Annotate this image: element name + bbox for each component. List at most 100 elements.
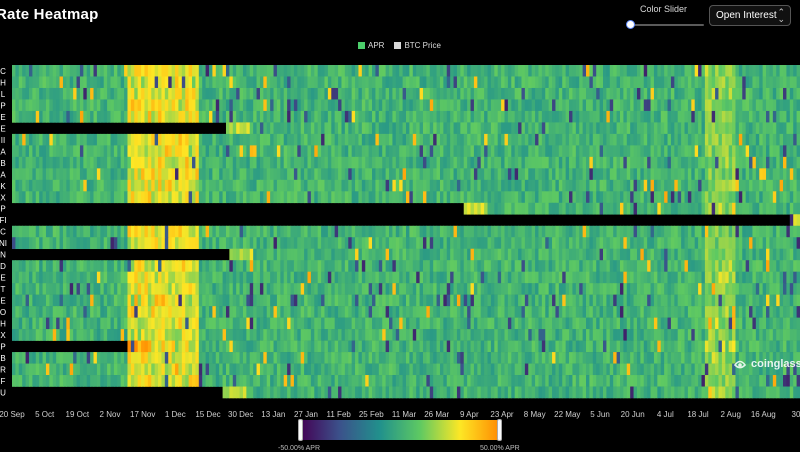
heatmap-cell — [83, 329, 88, 341]
heatmap-cell — [477, 156, 482, 169]
heatmap-cell — [575, 237, 580, 250]
heatmap-cell — [494, 133, 499, 146]
heatmap-cell — [664, 76, 669, 89]
heatmap-cell — [677, 145, 682, 158]
heatmap-cell — [660, 99, 665, 112]
heatmap-cell — [192, 237, 197, 250]
heatmap-cell — [558, 283, 563, 295]
heatmap-cell — [175, 179, 180, 192]
heatmap-cell — [545, 317, 550, 330]
heatmap-cell — [79, 225, 84, 238]
heatmap-cell — [667, 65, 672, 77]
heatmap-cell — [141, 87, 146, 100]
heatmap-cell — [253, 99, 258, 112]
heatmap-cell — [239, 248, 244, 261]
heatmap-cell — [12, 306, 16, 318]
heatmap-cell — [473, 145, 478, 158]
heatmap-cell — [12, 271, 16, 284]
heatmap-cell — [575, 225, 580, 238]
heatmap-cell — [161, 317, 166, 330]
heatmap-cell — [412, 122, 417, 135]
heatmap-cell — [460, 65, 465, 77]
heatmap-cell — [575, 283, 580, 295]
heatmap-cell — [304, 237, 309, 250]
heatmap-cell — [497, 191, 502, 204]
heatmap-cell — [219, 168, 224, 181]
heatmap-cell — [579, 145, 584, 158]
heatmap-cell — [141, 133, 146, 146]
heatmap-cell — [650, 110, 655, 123]
heatmap-cell — [636, 99, 641, 112]
heatmap-cell — [236, 76, 241, 89]
heatmap-cell — [660, 156, 665, 169]
heatmap-cell — [677, 191, 682, 204]
legend-item-apr[interactable]: APR — [358, 41, 384, 50]
heatmap-cell — [565, 110, 570, 123]
heatmap-cell — [100, 237, 105, 250]
heatmap-cell — [344, 87, 349, 100]
heatmap-cell — [175, 329, 180, 341]
heatmap-cell — [412, 99, 417, 112]
heatmap-cell — [22, 306, 27, 318]
heatmap-cell — [324, 248, 329, 261]
heatmap-cell — [619, 122, 624, 135]
heatmap-cell — [433, 179, 438, 192]
heatmap-cell — [344, 248, 349, 261]
heatmap-cell — [606, 294, 611, 307]
heatmap-cell — [219, 179, 224, 192]
heatmap-cell — [195, 306, 200, 318]
heatmap-cell — [660, 260, 665, 272]
heatmap-cell — [555, 191, 560, 204]
heatmap-cell — [772, 145, 777, 158]
heatmap-cell — [691, 87, 696, 100]
heatmap-cell — [18, 329, 23, 341]
heatmap-cell — [579, 156, 584, 169]
heatmap-cell — [192, 225, 197, 238]
heatmap-cell — [151, 76, 156, 89]
heatmap-cell — [12, 133, 16, 146]
heatmap-cell — [32, 283, 37, 295]
heatmap-cell — [222, 76, 227, 89]
heatmap-cell — [660, 76, 665, 89]
heatmap-cell — [392, 191, 397, 204]
color-slider-label: Color Slider — [640, 4, 688, 14]
heatmap-cell — [779, 99, 784, 112]
heatmap-cell — [158, 99, 163, 112]
heatmap-cell — [721, 283, 726, 295]
heatmap-cell — [147, 237, 152, 250]
heatmap-cell — [677, 283, 682, 295]
color-slider-thumb[interactable] — [626, 20, 635, 29]
heatmap-cell — [650, 271, 655, 284]
heatmap-cell — [521, 260, 526, 272]
heatmap-cell — [259, 248, 264, 261]
heatmap-cell — [443, 99, 448, 112]
heatmap-cell — [154, 317, 159, 330]
heatmap-cell — [531, 99, 536, 112]
color-slider-track[interactable] — [628, 24, 704, 26]
heatmap-cell — [653, 260, 658, 272]
heatmap-cell — [755, 87, 760, 100]
heatmap-cell — [188, 329, 193, 341]
legend-item-btc-price[interactable]: BTC Price — [394, 41, 441, 50]
heatmap-cell — [259, 294, 264, 307]
heatmap-cell — [446, 110, 451, 123]
heatmap-cell — [297, 248, 302, 261]
heatmap-cell — [117, 225, 122, 238]
heatmap-cell — [69, 191, 74, 204]
heatmap-cell — [103, 76, 108, 89]
heatmap-cell — [171, 306, 176, 318]
heatmap-cell — [73, 156, 78, 169]
metric-select[interactable]: Open Interest ⌃ ⌄ — [709, 5, 791, 26]
color-slider[interactable]: Color Slider — [622, 4, 706, 30]
heatmap-cell — [331, 260, 336, 272]
heatmap-cell — [324, 191, 329, 204]
heatmap-cell — [456, 99, 461, 112]
heatmap-cell — [351, 237, 356, 250]
heatmap-cell — [603, 65, 607, 77]
heatmap-cell — [290, 76, 295, 89]
heatmap-cell — [79, 168, 84, 181]
heatmap-cell — [246, 122, 251, 135]
heatmap-cell — [107, 191, 112, 204]
heatmap-cell — [283, 329, 288, 341]
heatmap-cell — [110, 110, 115, 123]
